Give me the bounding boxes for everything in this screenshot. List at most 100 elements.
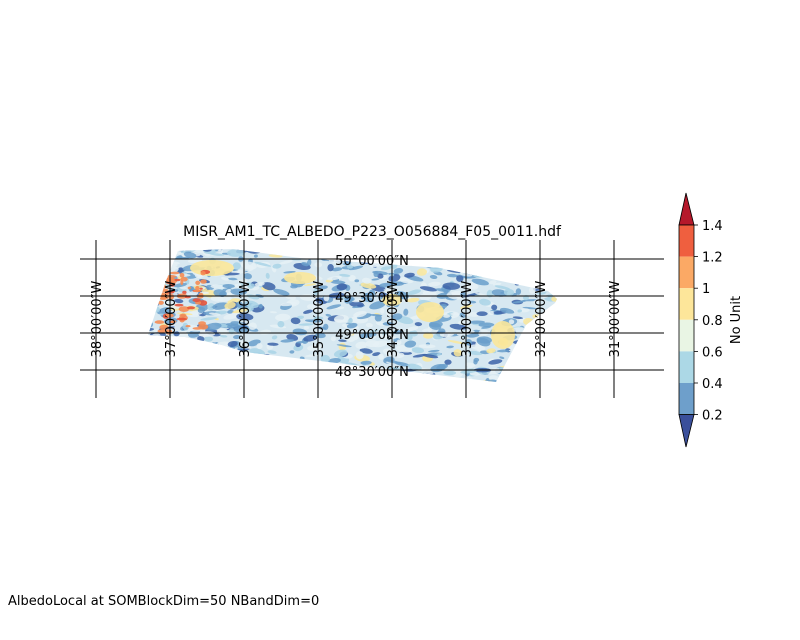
graticule [80,240,664,398]
swath-speckle [364,335,376,341]
swath-speckle [372,352,381,357]
swath-speckle [330,380,347,382]
swath-speckle [481,271,487,278]
swath-speckle [148,363,157,368]
swath-speckle [280,302,298,307]
swath-speckle [442,282,461,290]
swath-speckle [163,301,182,309]
lon-label-33w: 33°00′00″W [460,280,475,357]
swath-speckle [528,286,536,294]
swath-speckle [148,297,154,302]
swath-speckle [377,273,384,279]
swath-speckle [474,262,480,270]
swath-speckle [182,322,189,331]
swath-speckle [381,334,397,339]
swath-speckle [355,351,364,360]
swath-speckle [298,323,314,326]
swath-speckle [233,334,241,340]
colorbar-extend-top [678,192,695,226]
swath-speckle [419,286,438,292]
swath-speckle [336,283,348,291]
swath-speckle [489,280,497,285]
footer-caption: AlbedoLocal at SOMBlockDim=50 NBandDim=0 [8,594,320,609]
swath-speckle [375,321,386,326]
swath-speckle [198,342,211,350]
swath-speckle [227,249,245,257]
swath-speckle [513,250,527,254]
swath-speckle [428,349,440,353]
longitude-labels: 38°00′00″W 37°00′00″W 36°00′00″W 35°00′0… [90,280,623,357]
swath-speckle [360,360,372,365]
swath-speckle [153,371,168,377]
swath-speckle [457,252,464,259]
swath-speckle [279,260,293,265]
swath-speckle [512,300,527,304]
swath-speckle [526,338,532,342]
swath-high-patch [198,300,208,306]
swath-speckle [201,350,209,355]
swath-speckle [212,302,229,310]
colorbar-ticks [694,224,698,416]
swath-high-patch [185,325,191,328]
swath-speckle [285,359,301,366]
swath-speckle [488,310,495,316]
swath-speckle [513,260,524,265]
swath-speckle [148,353,154,357]
swath-speckle [212,363,219,367]
swath-speckle [303,309,313,314]
swath-speckle [197,307,206,314]
swath-speckle [528,378,538,382]
swath-high-patch [184,296,191,299]
swath-speckle [550,307,555,315]
swath-speckle [416,268,427,276]
swath-speckle [225,323,237,327]
swath-speckle [370,263,383,268]
swath-speckle [150,357,159,365]
swath-speckle [446,270,461,273]
swath-speckle [244,300,259,309]
swath-high-patch [180,279,184,285]
swath-speckle [450,313,460,316]
swath-speckle [483,253,492,257]
swath-speckle [351,299,366,303]
swath-speckle [195,352,203,356]
swath-speckle [291,359,303,363]
swath-speckle [361,277,372,284]
swath-speckle [231,380,240,382]
lon-label-37w: 37°00′00″W [164,280,179,357]
swath-speckle [227,341,238,347]
swath-speckle [371,278,380,281]
swath-speckle [466,254,471,259]
swath-speckle [227,309,234,314]
swath-speckle [237,322,244,326]
swath-speckle [365,322,373,328]
swath-speckle [518,260,532,268]
swath-speckle [347,337,356,342]
swath-speckle [551,249,557,253]
colorbar-bin-0.2-0.4 [679,383,694,415]
swath-speckle [478,298,491,306]
swath-speckle [384,359,401,364]
swath-speckle [449,323,467,330]
swath-speckle [393,268,404,274]
swath-speckle [486,289,494,298]
swath-speckle [533,367,542,375]
swath-speckle [379,282,392,288]
swath-speckle [352,380,361,382]
swath-speckle [243,273,252,280]
swath-speckle [156,254,164,262]
swath-high-patch [198,321,207,326]
swath-speckle [180,348,195,357]
swath-speckle [230,288,247,296]
swath-speckle [230,349,236,352]
colorbar-extend-bottom [678,414,695,448]
swath-speckle [456,275,464,282]
swath-speckle [152,287,158,295]
swath-speckle [209,353,222,360]
swath-speckle [512,354,522,362]
colorbar-bin-0.4-0.6 [679,351,694,383]
swath-speckle [517,309,522,313]
swath-speckle [303,334,318,342]
swath-speckle [177,351,195,357]
